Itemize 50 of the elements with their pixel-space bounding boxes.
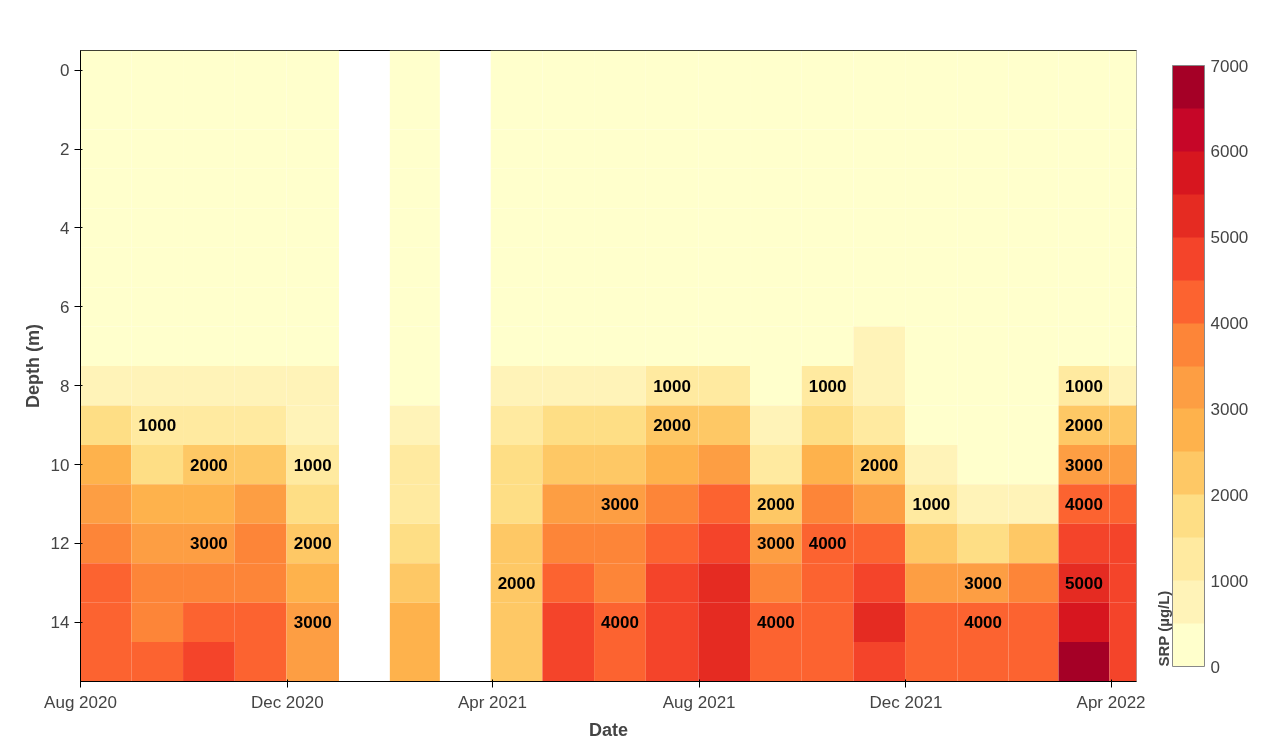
data-label: 3000 — [1065, 455, 1103, 475]
color-bar-label: 5000 — [1210, 228, 1249, 248]
data-label: 3000 — [601, 495, 639, 515]
data-label: 2000 — [756, 495, 795, 515]
data-label: 1000 — [138, 416, 177, 436]
data-label: 5000 — [1065, 573, 1103, 593]
data-label: 4000 — [756, 613, 795, 633]
y-tick-label: 0 — [60, 61, 70, 81]
data-label: 3000 — [293, 613, 332, 633]
x-axis-title: Date — [588, 719, 629, 740]
data-label: 4000 — [601, 613, 639, 633]
data-label: 2000 — [653, 416, 691, 436]
color-bar-title: SRP (µg/L) — [1154, 590, 1172, 667]
y-tick-label: 12 — [50, 534, 70, 554]
color-bar-label: 3000 — [1210, 399, 1249, 419]
data-label: 1000 — [293, 455, 332, 475]
data-label: 4000 — [1065, 495, 1103, 515]
y-tick-label: 6 — [60, 297, 70, 317]
y-tick-label: 14 — [50, 613, 70, 633]
data-label: 1000 — [1065, 376, 1103, 396]
x-tick-label: Aug 2021 — [662, 692, 736, 712]
data-label: 4000 — [808, 534, 847, 554]
data-label: 2000 — [189, 455, 228, 475]
data-label: 1000 — [912, 495, 951, 515]
color-bar-label: 0 — [1210, 657, 1220, 677]
color-bar-label: 6000 — [1210, 142, 1249, 162]
data-label: 4000 — [964, 613, 1003, 633]
color-bar-label: 7000 — [1210, 56, 1249, 76]
color-bar-label: 1000 — [1210, 571, 1249, 591]
data-label: 3000 — [189, 534, 228, 554]
data-label: 1000 — [808, 376, 847, 396]
x-tick-label: Dec 2021 — [869, 692, 943, 712]
y-tick-label: 4 — [60, 218, 70, 238]
data-label: 3000 — [756, 534, 795, 554]
data-label: 2000 — [1065, 416, 1103, 436]
y-tick-label: 10 — [50, 455, 70, 475]
x-tick-label: Apr 2021 — [457, 692, 527, 712]
y-axis-title: Depth (m) — [22, 323, 43, 408]
data-label: 2000 — [293, 534, 332, 554]
y-tick-label: 2 — [60, 140, 70, 160]
data-label: 1000 — [653, 376, 691, 396]
y-tick-label: 8 — [60, 376, 70, 396]
data-label: 2000 — [860, 455, 899, 475]
data-label: 2000 — [497, 573, 536, 593]
x-tick-label: Dec 2020 — [250, 692, 324, 712]
color-bar-label: 2000 — [1210, 485, 1249, 505]
x-tick-label: Aug 2020 — [44, 692, 117, 712]
data-label: 3000 — [964, 573, 1003, 593]
x-tick-label: Apr 2022 — [1076, 692, 1146, 712]
color-bar-label: 4000 — [1210, 314, 1249, 334]
